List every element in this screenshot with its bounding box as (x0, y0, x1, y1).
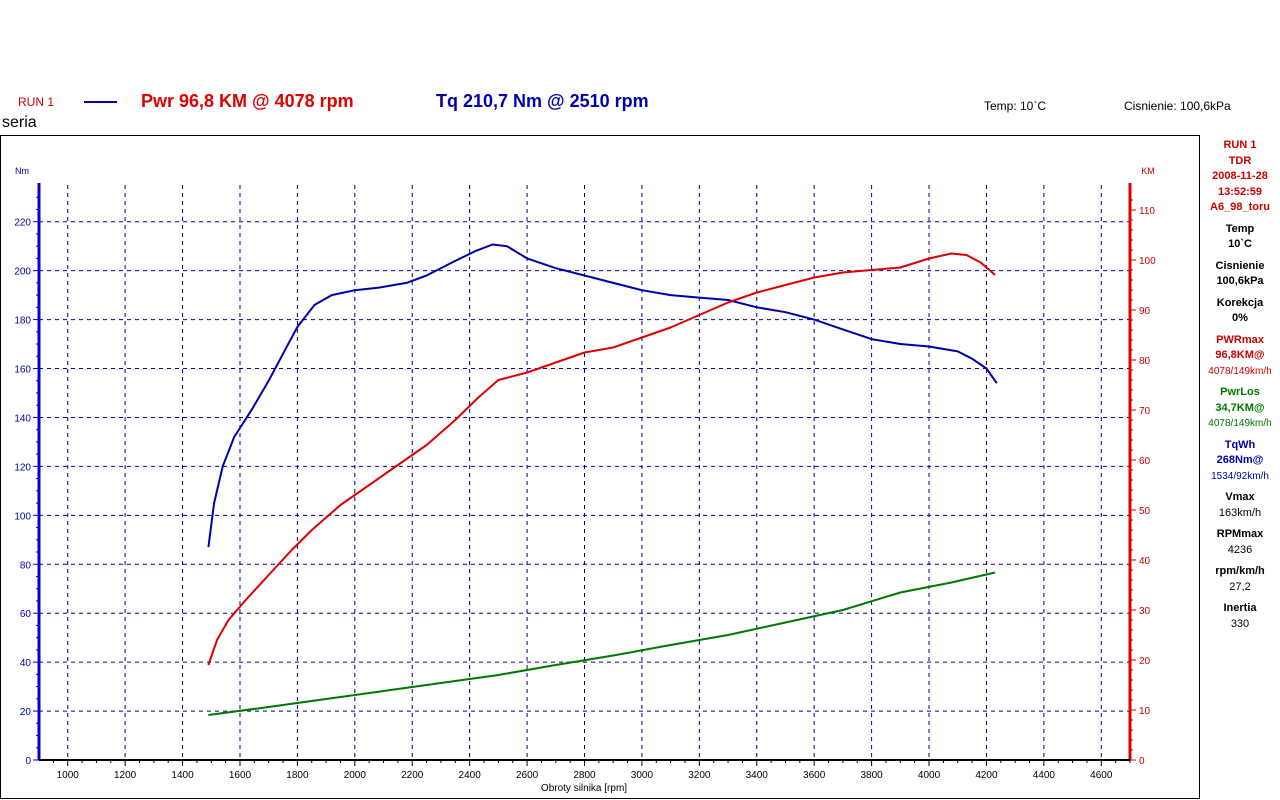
right-tick-label: 30 (1139, 606, 1151, 617)
x-tick-label: 2200 (401, 770, 424, 781)
x-tick-label: 3600 (803, 770, 826, 781)
x-tick-label: 2000 (344, 770, 367, 781)
left-tick-label: 60 (20, 609, 32, 620)
right-axis-title: KM (1141, 166, 1155, 176)
left-tick-label: 0 (25, 756, 31, 767)
run-tag: RUN 1 (18, 95, 55, 109)
info-tqwh-value: 268Nm@ (1216, 454, 1264, 466)
x-tick-label: 1000 (57, 770, 80, 781)
info-rpmmax-value: 4236 (1227, 543, 1253, 556)
x-tick-label: 4200 (975, 770, 998, 781)
torque-curve (207, 243, 998, 548)
left-tick-label: 140 (14, 413, 31, 424)
info-pwrlos-detail: 4078/149km/h (1208, 418, 1272, 429)
x-axis-title: Obroty silnika [rpm] (541, 783, 627, 794)
info-pressure-label: Cisnienie (1215, 259, 1265, 272)
info-correction-value: 0% (1232, 312, 1248, 324)
info-ratio-label: rpm/km/h (1215, 565, 1265, 577)
info-inertia-value: 330 (1230, 617, 1250, 630)
x-tick-label: 4000 (918, 770, 941, 781)
x-tick-label: 2400 (459, 770, 482, 781)
info-temp-label: Temp (1225, 222, 1255, 235)
info-run: RUN 1 (1223, 139, 1257, 151)
info-vmax-label: Vmax (1225, 491, 1255, 503)
right-tick-label: 80 (1139, 356, 1151, 367)
torque-summary: Tq 210,7 Nm @ 2510 rpm (436, 91, 649, 111)
info-tqwh-detail: 1534/92km/h (1211, 470, 1269, 482)
right-tick-label: 70 (1139, 406, 1151, 417)
left-tick-label: 120 (14, 462, 31, 473)
x-tick-label: 1600 (229, 770, 252, 781)
left-tick-label: 180 (14, 316, 31, 327)
pressure-readout: Cisnienie: 100,6kPa (1124, 99, 1231, 113)
info-temp-value: 10`C (1228, 238, 1252, 250)
info-vmax-value: 163km/h (1218, 506, 1262, 519)
series-label: seria (2, 114, 37, 131)
info-file: A6_98_toru (1210, 201, 1270, 213)
info-pwrlos-label: PwrLos (1220, 386, 1260, 398)
right-tick-label: 110 (1139, 206, 1155, 217)
left-tick-label: 200 (14, 267, 31, 278)
left-tick-label: 40 (20, 658, 32, 669)
power-summary: Pwr 96,8 KM @ 4078 rpm (141, 91, 354, 111)
info-pwrlos-value: 34,7KM@ (1215, 401, 1265, 414)
info-pwrmax-label: PWRmax (1216, 333, 1264, 346)
x-tick-label: 3200 (688, 770, 711, 781)
power-curve (207, 252, 996, 666)
info-panel: RUN 1 TDR 2008-11-28 13:52:59 A6_98_toru… (1202, 138, 1278, 632)
x-tick-label: 1800 (286, 770, 309, 781)
x-tick-label: 3000 (631, 770, 654, 781)
x-tick-label: 4400 (1033, 770, 1056, 781)
right-tick-label: 0 (1139, 756, 1145, 767)
right-tick-label: 20 (1139, 656, 1151, 667)
x-tick-label: 2600 (516, 770, 539, 781)
x-tick-label: 2800 (573, 770, 596, 781)
plot-frame (0, 135, 1200, 799)
info-rpmmax-label: RPMmax (1216, 528, 1264, 540)
temperature-readout: Temp: 10`C (984, 99, 1047, 113)
info-pwrmax-value: 96,8KM@ (1215, 349, 1265, 361)
info-tqwh-label: TqWh (1224, 438, 1256, 451)
left-tick-label: 20 (20, 707, 32, 718)
x-tick-label: 3800 (860, 770, 883, 781)
info-time: 13:52:59 (1217, 185, 1263, 198)
x-tick-label: 3400 (746, 770, 769, 781)
info-date: 2008-11-28 (1212, 170, 1268, 182)
right-tick-label: 40 (1139, 556, 1151, 567)
right-tick-label: 60 (1139, 456, 1151, 467)
info-operator: TDR (1228, 154, 1252, 167)
left-tick-label: 220 (14, 218, 31, 229)
info-inertia-label: Inertia (1223, 602, 1257, 614)
left-tick-label: 80 (20, 560, 32, 571)
left-tick-label: 100 (14, 511, 31, 522)
info-pwrmax-detail: 4078/149km/h (1208, 365, 1272, 377)
loss-power-curve (208, 571, 996, 716)
right-tick-label: 50 (1139, 506, 1151, 517)
info-pressure-value: 100,6kPa (1216, 275, 1264, 287)
right-tick-label: 100 (1139, 256, 1156, 267)
info-correction-label: Korekcja (1216, 296, 1264, 309)
right-tick-label: 90 (1139, 306, 1151, 317)
left-axis-title: Nm (15, 166, 29, 176)
info-ratio-value: 27,2 (1229, 580, 1251, 593)
left-tick-label: 160 (14, 365, 31, 376)
right-tick-label: 10 (1139, 706, 1151, 717)
x-tick-label: 1200 (114, 770, 137, 781)
x-tick-label: 4600 (1090, 770, 1113, 781)
x-tick-label: 1400 (171, 770, 194, 781)
torque-legend-line (84, 101, 117, 103)
